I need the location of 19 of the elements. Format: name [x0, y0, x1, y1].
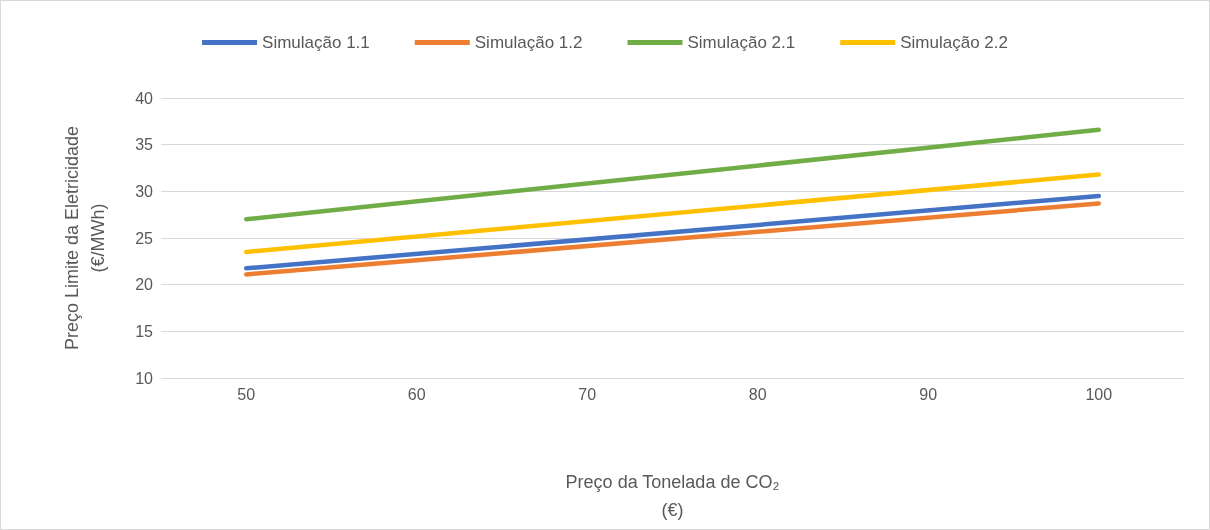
y-tick-label: 10 — [135, 369, 154, 387]
y-tick-label: 30 — [135, 182, 154, 200]
y-tick-label: 20 — [135, 276, 154, 294]
legend-label: Simulação 1.2 — [474, 33, 583, 52]
y-tick-label: 40 — [135, 89, 154, 107]
x-tick-label: 60 — [407, 385, 426, 403]
x-axis-title: Preço da Tonelada de CO₂ (€) — [565, 472, 780, 520]
y-axis-title: Preço Limite da Eletricidade (€/MWh) — [62, 125, 108, 351]
y-tick-label: 15 — [135, 322, 154, 340]
x-tick-label: 80 — [748, 385, 767, 403]
legend-label: Simulação 2.2 — [900, 33, 1008, 52]
x-tick-label: 70 — [578, 385, 597, 403]
y-tick-label: 25 — [135, 229, 154, 247]
x-tick-label: 90 — [919, 385, 938, 403]
x-tick-label: 100 — [1085, 385, 1113, 403]
x-tick-label: 50 — [237, 385, 256, 403]
legend-label: Simulação 2.1 — [687, 33, 796, 52]
y-tick-label: 35 — [135, 136, 154, 154]
legend-label: Simulação 1.1 — [262, 33, 370, 52]
